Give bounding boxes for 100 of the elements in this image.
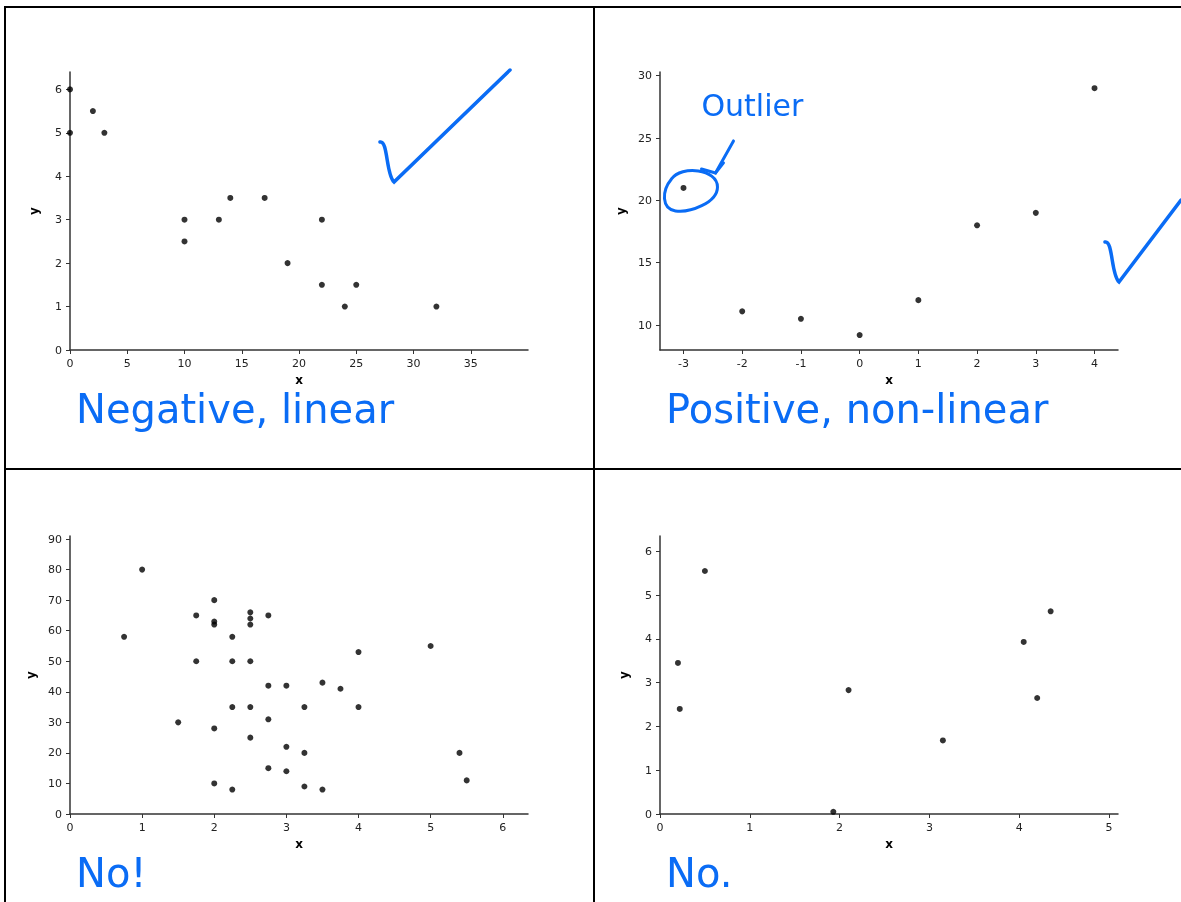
x-tick-label: -3 [678,357,689,370]
x-tick-label: 4 [1091,357,1099,370]
y-tick-label: 6 [55,82,62,96]
x-axis-title: x [295,372,304,387]
x-tick-label: 2 [836,821,844,834]
point [433,303,440,310]
text: Negative, linear [76,386,395,432]
point [265,682,272,689]
x-tick-label: 20 [292,357,306,370]
point [247,621,254,628]
point [229,633,236,640]
y-tick-label: 0 [55,343,62,357]
y-tick-label: 5 [55,126,62,140]
y-tick-label: 2 [55,256,62,270]
point [674,659,681,666]
point [121,633,128,640]
y-axis-title: y [614,206,629,215]
point [337,685,344,692]
y-tick-label: 60 [48,624,62,638]
x-tick-label: 2 [210,821,218,834]
y-tick-label: 70 [48,593,62,607]
text: No. [666,850,733,896]
point [139,566,146,573]
point [463,777,470,784]
point [680,184,687,191]
point [676,705,683,712]
x-tick-label: 35 [463,357,478,370]
x-tick-label: 4 [1015,821,1023,834]
point [193,612,200,619]
point [301,749,308,756]
point [301,783,308,790]
x-tick-label: 3 [925,821,933,834]
point [211,597,218,604]
x-tick-label: 2 [973,357,981,370]
point [89,108,96,115]
point [247,658,254,665]
x-tick-label: 10 [177,357,192,370]
y-axis-title: y [617,670,631,679]
y-tick-label: 0 [645,807,652,821]
point [283,743,290,750]
x-tick-label: 5 [123,357,131,370]
point [215,216,222,223]
x-tick-label: 3 [1032,357,1040,370]
point [175,719,182,726]
y-tick-label: 0 [55,807,62,821]
y-axis-title: y [27,206,41,215]
point [939,737,946,744]
point [318,216,325,223]
y-tick-label: 3 [645,676,652,690]
point [915,297,922,304]
point [1020,638,1027,645]
point [319,786,326,793]
point [797,315,804,322]
point [227,194,234,201]
point [830,808,837,815]
y-tick-label: 2 [645,719,652,733]
x-tick-label: 0 [66,821,74,834]
x-tick-label: 5 [427,821,435,834]
y-tick-label: 30 [48,715,62,729]
y-tick-label: 20 [48,746,62,760]
y-tick-label: 15 [638,256,652,270]
point [845,687,852,694]
x-tick-label: 1 [746,821,754,834]
x-axis-title: x [885,836,894,851]
y-tick-label: 10 [48,776,62,790]
point [67,129,73,136]
y-tick-label: 4 [645,632,652,646]
point [261,194,268,201]
point [427,642,434,649]
point [701,568,708,575]
point [247,704,254,711]
point [211,725,218,732]
y-tick-label: 40 [48,685,62,699]
x-tick-label: 15 [234,357,249,370]
x-tick-label: 1 [914,357,922,370]
x-tick-label: 5 [1105,821,1113,834]
point [974,222,981,229]
text: Positive, non-linear [666,386,1049,432]
point [456,749,463,756]
point [301,704,308,711]
point [265,612,272,619]
point [283,682,290,689]
point [211,780,218,787]
x-tick-label: 6 [499,821,507,834]
y-tick-label: 50 [48,654,62,668]
y-tick-label: 80 [48,563,62,577]
point [856,332,863,339]
point [284,260,291,267]
point [318,281,325,288]
x-tick-label: 3 [282,821,290,834]
point [265,716,272,723]
point [1032,209,1039,216]
point [247,734,254,741]
y-tick-label: 90 [48,532,62,546]
point [319,679,326,686]
point [1091,85,1098,92]
x-tick-label: 25 [349,357,364,370]
point [739,308,746,315]
point [229,658,236,665]
y-tick-label: 3 [55,213,62,227]
